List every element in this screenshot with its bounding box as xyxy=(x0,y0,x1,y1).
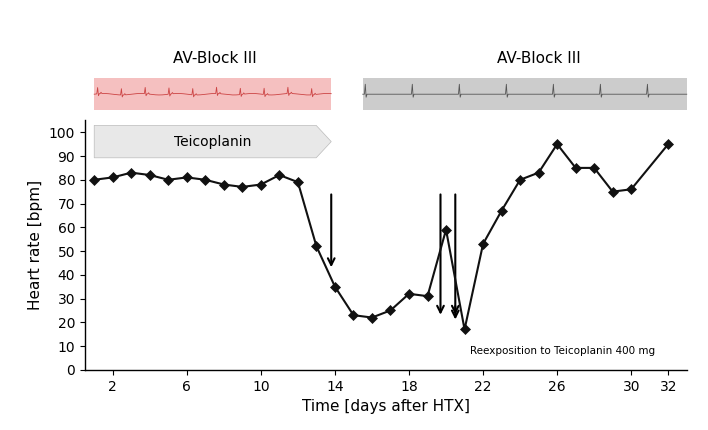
Bar xyxy=(94,78,331,111)
Polygon shape xyxy=(94,126,331,158)
Text: Reexposition to Teicoplanin 400 mg: Reexposition to Teicoplanin 400 mg xyxy=(470,346,655,356)
X-axis label: Time [days after HTX]: Time [days after HTX] xyxy=(302,399,470,414)
Text: AV-Block III: AV-Block III xyxy=(173,51,256,65)
Text: Teicoplanin: Teicoplanin xyxy=(174,135,251,149)
Bar xyxy=(362,78,687,111)
Y-axis label: Heart rate [bpm]: Heart rate [bpm] xyxy=(28,180,43,310)
Text: AV-Block III: AV-Block III xyxy=(497,51,581,65)
